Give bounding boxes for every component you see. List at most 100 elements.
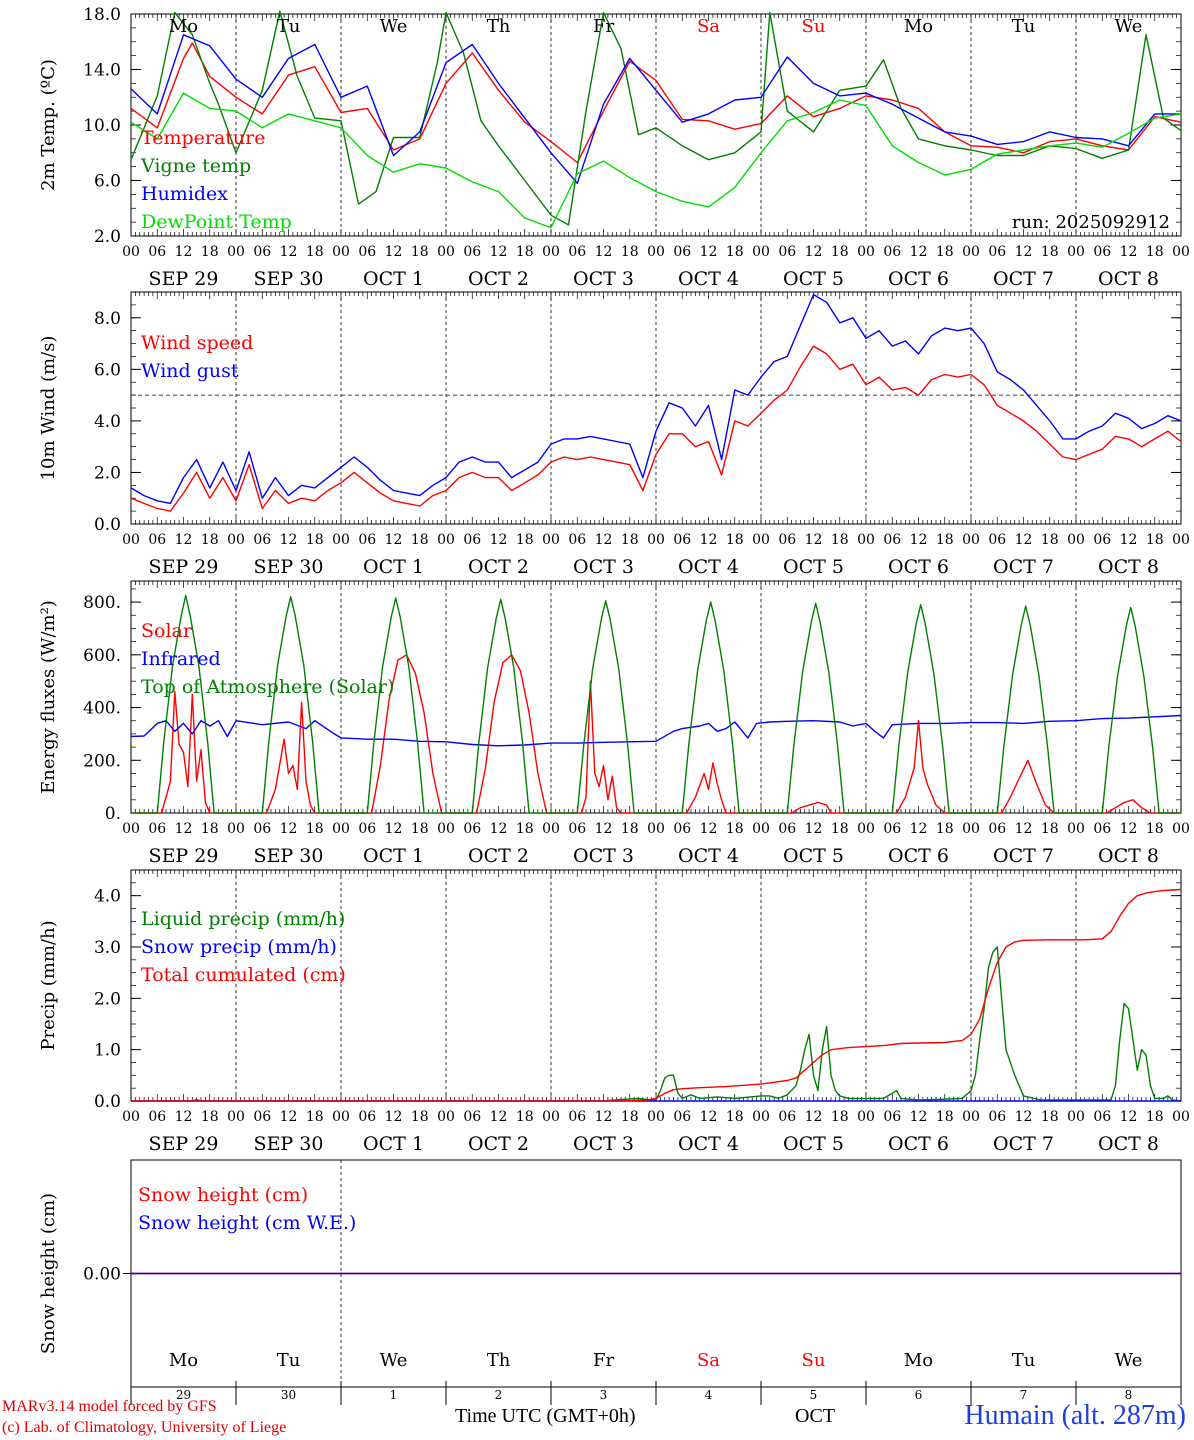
hour-tick-label: 18: [726, 1109, 744, 1125]
date-label: OCT 7: [993, 556, 1054, 578]
y-tick-label: 0.0: [94, 515, 121, 535]
weekday-label: Mo: [169, 16, 198, 37]
legend-entry: DewPoint Temp: [141, 211, 292, 233]
hour-tick-label: 00: [1067, 821, 1085, 837]
hour-tick-label: 12: [385, 244, 403, 260]
hour-tick-label: 06: [358, 532, 376, 548]
series-line: [131, 946, 1182, 1102]
y-tick-label: 8.0: [94, 309, 121, 329]
hour-tick-label: 06: [778, 1109, 796, 1125]
hour-tick-label: 06: [778, 244, 796, 260]
hour-tick-label: 18: [201, 821, 219, 837]
day-number-label: 7: [1020, 1388, 1028, 1402]
hour-tick-label: 06: [1093, 532, 1111, 548]
hour-tick-label: 12: [910, 244, 928, 260]
hour-tick-label: 00: [227, 821, 245, 837]
weekday-label: Su: [802, 1350, 826, 1371]
hour-tick-label: 06: [883, 1109, 901, 1125]
hour-tick-label: 06: [988, 1109, 1006, 1125]
hour-tick-label: 18: [411, 244, 429, 260]
date-label: SEP 29: [149, 556, 219, 578]
hour-tick-label: 06: [1093, 821, 1111, 837]
series-line: [130, 10, 1182, 226]
hour-tick-label: 18: [516, 532, 534, 548]
series-line: [130, 92, 1182, 229]
hour-tick-label: 06: [1093, 1109, 1111, 1125]
series-line: [130, 293, 1182, 505]
hour-tick-label: 00: [332, 244, 350, 260]
hour-tick-label: 12: [280, 244, 298, 260]
lab-credit: (c) Lab. of Climatology, University of L…: [2, 1419, 287, 1436]
hour-tick-label: 00: [752, 532, 770, 548]
hour-tick-label: 06: [673, 532, 691, 548]
date-label: OCT 8: [1098, 556, 1159, 578]
hour-tick-label: 06: [148, 1109, 166, 1125]
hour-tick-label: 18: [411, 532, 429, 548]
date-label: OCT 4: [678, 268, 739, 290]
hour-tick-label: 00: [437, 244, 455, 260]
hour-tick-label: 12: [490, 821, 508, 837]
hour-tick-label: 12: [490, 1109, 508, 1125]
hour-tick-label: 00: [1172, 244, 1190, 260]
hour-tick-label: 12: [910, 1109, 928, 1125]
date-label: OCT 1: [363, 268, 424, 290]
hour-tick-label: 12: [595, 1109, 613, 1125]
hour-tick-label: 12: [490, 244, 508, 260]
hour-tick-label: 12: [1015, 1109, 1033, 1125]
day-number-label: 2: [495, 1388, 503, 1402]
date-label: OCT 8: [1098, 845, 1159, 867]
hour-tick-label: 00: [122, 244, 140, 260]
hour-tick-label: 00: [962, 532, 980, 548]
hour-tick-label: 00: [542, 244, 560, 260]
hour-tick-label: 12: [175, 532, 193, 548]
date-label: OCT 3: [573, 268, 634, 290]
legend-entry: Wind speed: [141, 332, 253, 354]
day-number-label: 3: [600, 1388, 608, 1402]
hour-tick-label: 12: [1015, 532, 1033, 548]
hour-tick-label: 00: [332, 821, 350, 837]
y-axis-title: 2m Temp. (ºC): [38, 59, 59, 191]
y-tick-label: 2.0: [94, 989, 121, 1009]
hour-tick-label: 00: [1067, 532, 1085, 548]
hour-tick-label: 12: [595, 244, 613, 260]
hour-tick-label: 18: [516, 821, 534, 837]
hour-tick-label: 18: [1041, 244, 1059, 260]
hour-tick-label: 18: [936, 1109, 954, 1125]
weekday-label: Mo: [169, 1350, 198, 1371]
hour-tick-label: 06: [883, 532, 901, 548]
hour-tick-label: 06: [463, 532, 481, 548]
date-label: OCT 3: [573, 1133, 634, 1155]
hour-tick-label: 00: [647, 821, 665, 837]
hour-tick-label: 00: [1172, 821, 1190, 837]
hour-tick-label: 12: [700, 532, 718, 548]
y-tick-label: 14.0: [83, 61, 121, 81]
hour-tick-label: 06: [358, 1109, 376, 1125]
hour-tick-label: 18: [1041, 1109, 1059, 1125]
series-line: [130, 345, 1182, 512]
weekday-label: We: [380, 1350, 408, 1371]
weekday-label: We: [1115, 16, 1143, 37]
hour-tick-label: 18: [936, 821, 954, 837]
weekday-label: Tu: [277, 16, 301, 37]
hour-tick-label: 00: [647, 532, 665, 548]
hour-tick-label: 12: [595, 532, 613, 548]
x-axis-title: Time UTC (GMT+0h): [455, 1405, 636, 1427]
y-tick-label: 4.0: [94, 887, 121, 907]
hour-tick-label: 06: [1093, 244, 1111, 260]
hour-tick-label: 06: [778, 821, 796, 837]
hour-tick-label: 12: [280, 1109, 298, 1125]
hour-tick-label: 00: [857, 532, 875, 548]
hour-tick-label: 18: [411, 821, 429, 837]
hour-tick-label: 18: [201, 1109, 219, 1125]
date-label: SEP 29: [149, 845, 219, 867]
date-label: OCT 7: [993, 845, 1054, 867]
date-label: OCT 6: [888, 556, 949, 578]
model-credit: MARv3.14 model forced by GFS: [2, 1398, 217, 1415]
hour-tick-label: 12: [385, 821, 403, 837]
y-tick-label: 10.0: [83, 116, 121, 136]
hour-tick-label: 00: [332, 1109, 350, 1125]
date-label: OCT 5: [783, 556, 844, 578]
y-tick-label: 1.0: [94, 1041, 121, 1061]
weekday-label: Sa: [697, 1350, 720, 1371]
hour-tick-label: 06: [568, 244, 586, 260]
